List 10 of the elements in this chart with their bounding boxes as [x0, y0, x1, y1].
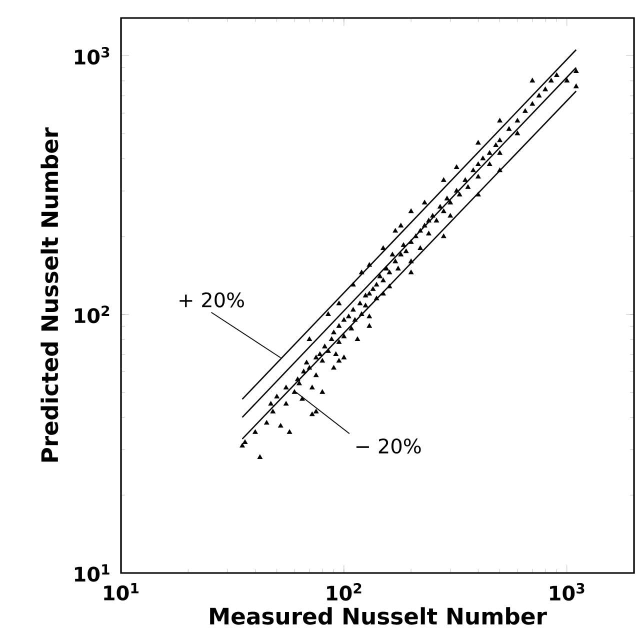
annotation: − 20% [356, 438, 421, 454]
y-tick-label: 10$^{2}$ [74, 306, 110, 324]
y-tick-label: 10$^{1}$ [74, 564, 110, 582]
x-tick-label: 10$^{1}$ [104, 583, 138, 601]
x-tick-label: 10$^{3}$ [550, 583, 584, 601]
y-tick-label: 10$^{3}$ [74, 46, 110, 65]
x-axis-title: Measured Nusselt Number [210, 607, 547, 625]
annotation: + 20% [180, 292, 244, 308]
y-axis-title: Predicted Nusselt Number [40, 127, 58, 462]
x-tick-label: 10$^{2}$ [327, 583, 362, 601]
